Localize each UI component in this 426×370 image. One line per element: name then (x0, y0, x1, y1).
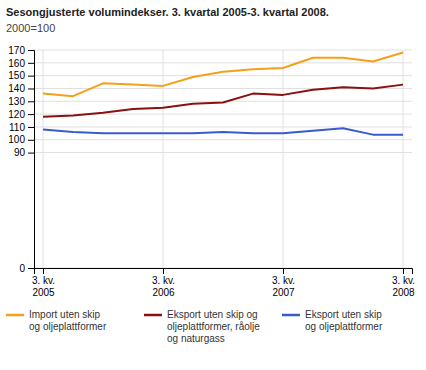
series-line (43, 85, 403, 117)
tick-label-line: 3. kv. (392, 275, 415, 286)
grid-line-x (43, 50, 44, 268)
legend-label-line: oljeplattformer, råolje (167, 321, 260, 332)
tick-label-line: 3. kv. (272, 275, 295, 286)
tick-mark (28, 127, 34, 128)
tick-mark (28, 101, 34, 102)
tick-label: 170 (8, 45, 25, 56)
grid-line-y (34, 75, 412, 76)
tick-label: 3. kv.2008 (392, 275, 415, 298)
tick: 3. kv.2007 (272, 268, 295, 298)
tick-label-line: 2008 (392, 287, 415, 298)
tick: 160 (8, 58, 34, 69)
tick: 0 (19, 263, 34, 274)
legend-item: Eksport uten skip ogoljeplattformer, råo… (144, 309, 260, 344)
tick-label-line: 2006 (152, 287, 175, 298)
tick-mark (163, 268, 164, 274)
legend-label-line: og oljeplattformer (29, 321, 107, 332)
plot: 0901001101201301401501601703. kv.20053. … (8, 45, 415, 298)
grid-line-y (34, 62, 412, 63)
legend-item: Eksport uten skipog oljeplattformer (282, 309, 383, 332)
grid-line-x (283, 50, 284, 268)
tick-label: 100 (8, 134, 25, 145)
tick-mark (43, 268, 44, 274)
tick-mark (28, 114, 34, 115)
tick-mark (28, 88, 34, 89)
tick-label: 90 (14, 147, 26, 158)
tick-mark (28, 76, 34, 77)
tick: 3. kv.2006 (152, 268, 175, 298)
tick-mark (403, 268, 404, 274)
tick-label-line: 3. kv. (152, 275, 175, 286)
tick: 170 (8, 45, 34, 56)
axis-domain (35, 269, 413, 275)
grid (34, 50, 412, 268)
tick-label: 120 (8, 109, 25, 120)
tick-label: 3. kv.2005 (32, 275, 55, 298)
subtitle: 2000=100 (6, 22, 55, 34)
tick: 110 (9, 122, 34, 133)
grid-line-x (403, 50, 404, 268)
tick-mark (28, 50, 34, 51)
y-axis: 0 90 100110 120 130 140 150160 170 (8, 45, 34, 274)
legend-swatch (144, 314, 162, 317)
legend-label-line: og oljeplattformer (305, 321, 383, 332)
tick: 100 (8, 134, 34, 145)
tick-label: 150 (8, 70, 25, 81)
legend-label-line: Eksport uten skip (305, 309, 382, 320)
tick-label-line: 2005 (32, 287, 55, 298)
tick-mark (28, 63, 34, 64)
title: Sesongjusterte volumindekser. 3. kvartal… (6, 6, 329, 18)
legend-label: Eksport uten skip ogoljeplattformer, råo… (167, 309, 260, 344)
legend-label-line: Eksport uten skip og (167, 309, 258, 320)
grid-line-y (34, 139, 412, 140)
tick-mark (28, 268, 34, 269)
tick: 150 (8, 70, 34, 81)
tick: 130 (8, 96, 34, 107)
legend-swatch (282, 314, 300, 317)
tick: 3. kv.2008 (392, 268, 415, 298)
axis-domain (28, 51, 35, 269)
tick-label: 130 (8, 96, 25, 107)
tick: 3. kv.2005 (32, 268, 55, 298)
grid-line-y (34, 152, 412, 153)
tick: 140 (8, 83, 34, 94)
tick-label: 160 (8, 58, 25, 69)
chart: Sesongjusterte volumindekser. 3. kvartal… (0, 0, 426, 370)
legend-item: Import uten skipog oljeplattformer (6, 309, 107, 332)
tick-label-line: 2007 (272, 287, 295, 298)
tick: 90 (14, 147, 34, 158)
legend-label: Import uten skipog oljeplattformer (29, 309, 107, 332)
tick-label-line: 3. kv. (32, 275, 55, 286)
tick-label: 0 (19, 263, 25, 274)
grid-line-x (163, 50, 164, 268)
legend-swatch (6, 314, 24, 317)
tick: 120 (8, 109, 34, 120)
tick-label: 110 (9, 122, 25, 133)
grid-line-y (34, 126, 412, 127)
tick-label: 3. kv.2007 (272, 275, 295, 298)
tick-label: 140 (8, 83, 25, 94)
tick-mark (28, 140, 34, 141)
lines (43, 53, 403, 135)
x-axis: 3. kv.20053. kv.20063. kv.20073. kv.2008 (32, 268, 415, 298)
series-line (43, 53, 403, 97)
tick-label: 3. kv.2006 (152, 275, 175, 298)
tick-mark (283, 268, 284, 274)
tick-mark (28, 153, 34, 154)
legend-label: Eksport uten skipog oljeplattformer (305, 309, 383, 332)
legend: Import uten skipog oljeplattformerEkspor… (6, 309, 383, 344)
grid-line-y (34, 50, 412, 51)
series-line (43, 128, 403, 134)
legend-label-line: Import uten skip (29, 309, 101, 320)
legend-label-line: og naturgass (167, 333, 225, 344)
